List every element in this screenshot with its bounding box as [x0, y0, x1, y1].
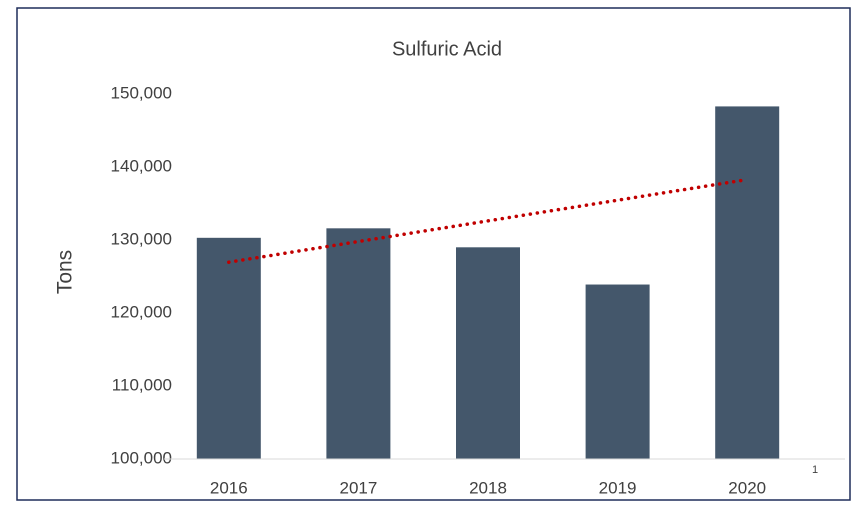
y-axis-label: Tons: [54, 250, 77, 294]
x-tick-label: 2018: [469, 478, 507, 497]
bar: [456, 247, 520, 459]
bar: [196, 237, 261, 459]
y-tick-label: 150,000: [111, 83, 172, 102]
y-tick-label: 120,000: [111, 302, 172, 321]
x-tick-label: 2017: [339, 478, 377, 497]
frame: [16, 7, 851, 501]
x-tick-label: 2016: [210, 478, 248, 497]
trendline: [227, 177, 749, 264]
x-tick-label: 2019: [599, 478, 637, 497]
y-tick-label: 130,000: [111, 229, 172, 248]
bar: [585, 284, 650, 459]
bar: [715, 106, 780, 459]
footnote: 1: [812, 464, 818, 476]
x-tick-label: 2020: [728, 478, 766, 497]
y-tick-label: 100,000: [111, 448, 172, 467]
y-tick-label: 140,000: [111, 156, 172, 175]
bar: [326, 228, 391, 459]
chart-title: Sulfuric Acid: [392, 38, 502, 60]
y-tick-label: 110,000: [112, 375, 172, 394]
